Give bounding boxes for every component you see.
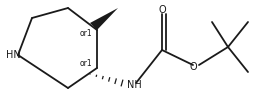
- Text: HN: HN: [6, 50, 21, 60]
- Text: O: O: [158, 5, 166, 15]
- Text: or1: or1: [80, 59, 93, 68]
- Text: O: O: [189, 62, 197, 72]
- Polygon shape: [90, 8, 118, 30]
- Text: NH: NH: [127, 80, 142, 90]
- Text: or1: or1: [80, 29, 93, 38]
